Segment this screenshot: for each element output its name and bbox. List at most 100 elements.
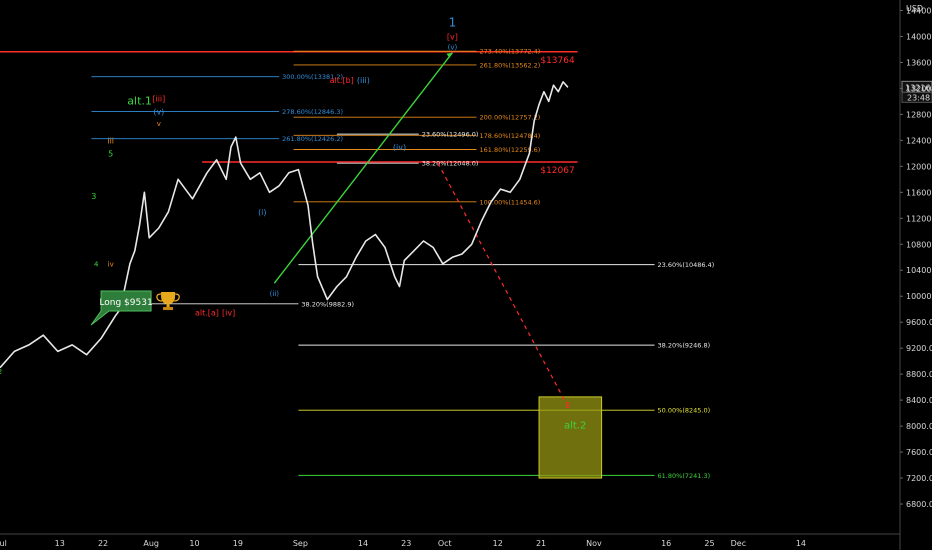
fib-label: 200.00%(12757.2) (479, 114, 540, 122)
price-series-line (0, 81, 569, 369)
resistance-label: $13764 (540, 56, 575, 66)
fib-label: 38.20%(9882.9) (301, 300, 354, 308)
y-tick-label: 9600.0 (906, 318, 932, 327)
fib-label: 261.80%(12426.2) (282, 135, 343, 143)
long-callout: Long $9531 (90, 290, 180, 326)
x-tick-label: 12 (493, 539, 503, 548)
x-tick-label: Sep (293, 539, 308, 548)
long-callout-label: Long $9531 (99, 298, 152, 308)
wave-label: (ii) (270, 290, 280, 298)
countdown-tag (901, 91, 932, 103)
fib-label: 273.40%(13772.4) (479, 48, 540, 56)
x-tick-label: 21 (536, 539, 546, 548)
trophy-base (163, 307, 174, 311)
wave-label: alt.2 (564, 421, 586, 432)
wave-label: (v) (448, 43, 458, 51)
wave-label: alt.[b] (330, 76, 354, 85)
x-tick-label: 14 (358, 539, 368, 548)
current-price-label: 13216.8 (905, 83, 932, 92)
trophy-handle-left (156, 293, 163, 302)
y-tick-label: 7200.0 (906, 474, 932, 483)
wave-label: (iv) (393, 143, 406, 152)
y-tick-label: 10400.0 (906, 266, 932, 275)
price-axis: USD 13216.8 23:48 6800.0 7200.0 7600.0 8000… (900, 4, 932, 509)
y-tick-label: 14400.0 (906, 6, 932, 15)
y-tick-label: 12800.0 (906, 110, 932, 119)
wave-label: 2 (565, 401, 570, 410)
y-tick-label: 8800.0 (906, 370, 932, 379)
fib-label: 178.60%(12478.4) (479, 132, 540, 140)
y-tick-label: 12400.0 (906, 136, 932, 145)
y-tick-label: 14000.0 (906, 32, 932, 41)
x-tick-label: Jul (0, 539, 7, 548)
x-tick-label: Dec (731, 539, 746, 548)
trend-line (273, 52, 453, 284)
target-zone-box (538, 396, 603, 479)
x-tick-label: Nov (586, 539, 602, 548)
trend-arrowhead (446, 52, 453, 58)
trophy-icon (156, 292, 180, 311)
fib-label: 50.00%(8245.0) (658, 407, 711, 415)
horizontal-levels: $13764 $12067 (0, 51, 578, 176)
countdown-label: 23:48 (907, 93, 930, 102)
y-tick-label: 13200.0 (906, 84, 932, 93)
fib-label: 38.20%(9246.8) (658, 342, 711, 350)
wave-label: 4 (94, 260, 99, 268)
wave-label: [iv] (222, 309, 235, 318)
wave-labels: 1[v](v)alt.[b] (iii)(iv)(i)(ii)alt.1 [iii]… (0, 16, 586, 432)
y-tick-label: 8400.0 (906, 396, 932, 405)
trophy-stem (166, 304, 170, 308)
y-tick-label: 7600.0 (906, 448, 932, 457)
fib-label: 300.00%(13381.2) (282, 73, 343, 81)
x-tick-label: 22 (98, 539, 108, 548)
y-tick-label: 11200.0 (906, 214, 932, 223)
wave-label: 3 (91, 192, 96, 201)
trend-lines (273, 52, 569, 407)
x-tick-label: Aug (143, 539, 159, 548)
resistance-label: $12067 (540, 166, 574, 176)
fib-label: 23.60%(10486.4) (658, 261, 715, 269)
long-callout-box (90, 290, 152, 326)
axes: Jul1322Aug1019Sep1423Oct1221Nov1625Dec14 (0, 0, 901, 550)
projection-line (437, 162, 569, 407)
fib-label: 100.00%(11454.6) (479, 198, 540, 206)
y-tick-label: 12000.0 (906, 162, 932, 171)
fib-levels: 300.00%(13381.2)278.60%(12846.3)261.80%(… (91, 48, 714, 480)
trophy-handle-right (174, 293, 180, 302)
x-tick-label: 14 (796, 539, 806, 548)
fib-label: 61.80%(7241.3) (658, 472, 711, 480)
y-tick-label: 6800.0 (906, 500, 932, 509)
x-tick-label: 13 (55, 539, 65, 548)
y-tick-label: 11600.0 (906, 188, 932, 197)
fib-label: 161.80%(12259.6) (479, 146, 540, 154)
fib-label: 38.20%(12048.0) (422, 160, 479, 168)
wave-label: (i) (258, 208, 266, 217)
x-tick-label: 10 (189, 539, 199, 548)
y-tick-label: 10000.0 (906, 292, 932, 301)
wave-label: alt.1 (127, 95, 152, 108)
wave-label: (v) (153, 107, 164, 116)
y-tick-label: 13600.0 (906, 58, 932, 67)
wave-label: alt.[a] (195, 309, 219, 318)
x-tick-label: 25 (704, 539, 714, 548)
y-tick-label: 9200.0 (906, 344, 932, 353)
wave-label: iv (108, 260, 114, 268)
fib-label: 23.60%(12496.0) (422, 131, 479, 139)
wave-label: [iii] (152, 94, 165, 103)
trophy-cup (161, 292, 176, 305)
y-tick-label: 8000.0 (906, 422, 932, 431)
x-tick-label: 19 (233, 539, 243, 548)
wave-label: 1 (449, 16, 457, 30)
x-tick-label: Oct (438, 539, 452, 548)
x-tick-label: 23 (401, 539, 411, 548)
fib-label: 261.80%(13562.2) (479, 61, 540, 69)
wave-label: 5 (108, 150, 113, 159)
wave-label: (iii) (357, 76, 370, 85)
fib-label: 278.60%(12846.3) (282, 108, 343, 116)
wave-label: iii (107, 137, 114, 146)
currency-label: USD (906, 4, 923, 13)
wave-label: v (157, 120, 161, 128)
wave-label: 2 (0, 368, 2, 376)
